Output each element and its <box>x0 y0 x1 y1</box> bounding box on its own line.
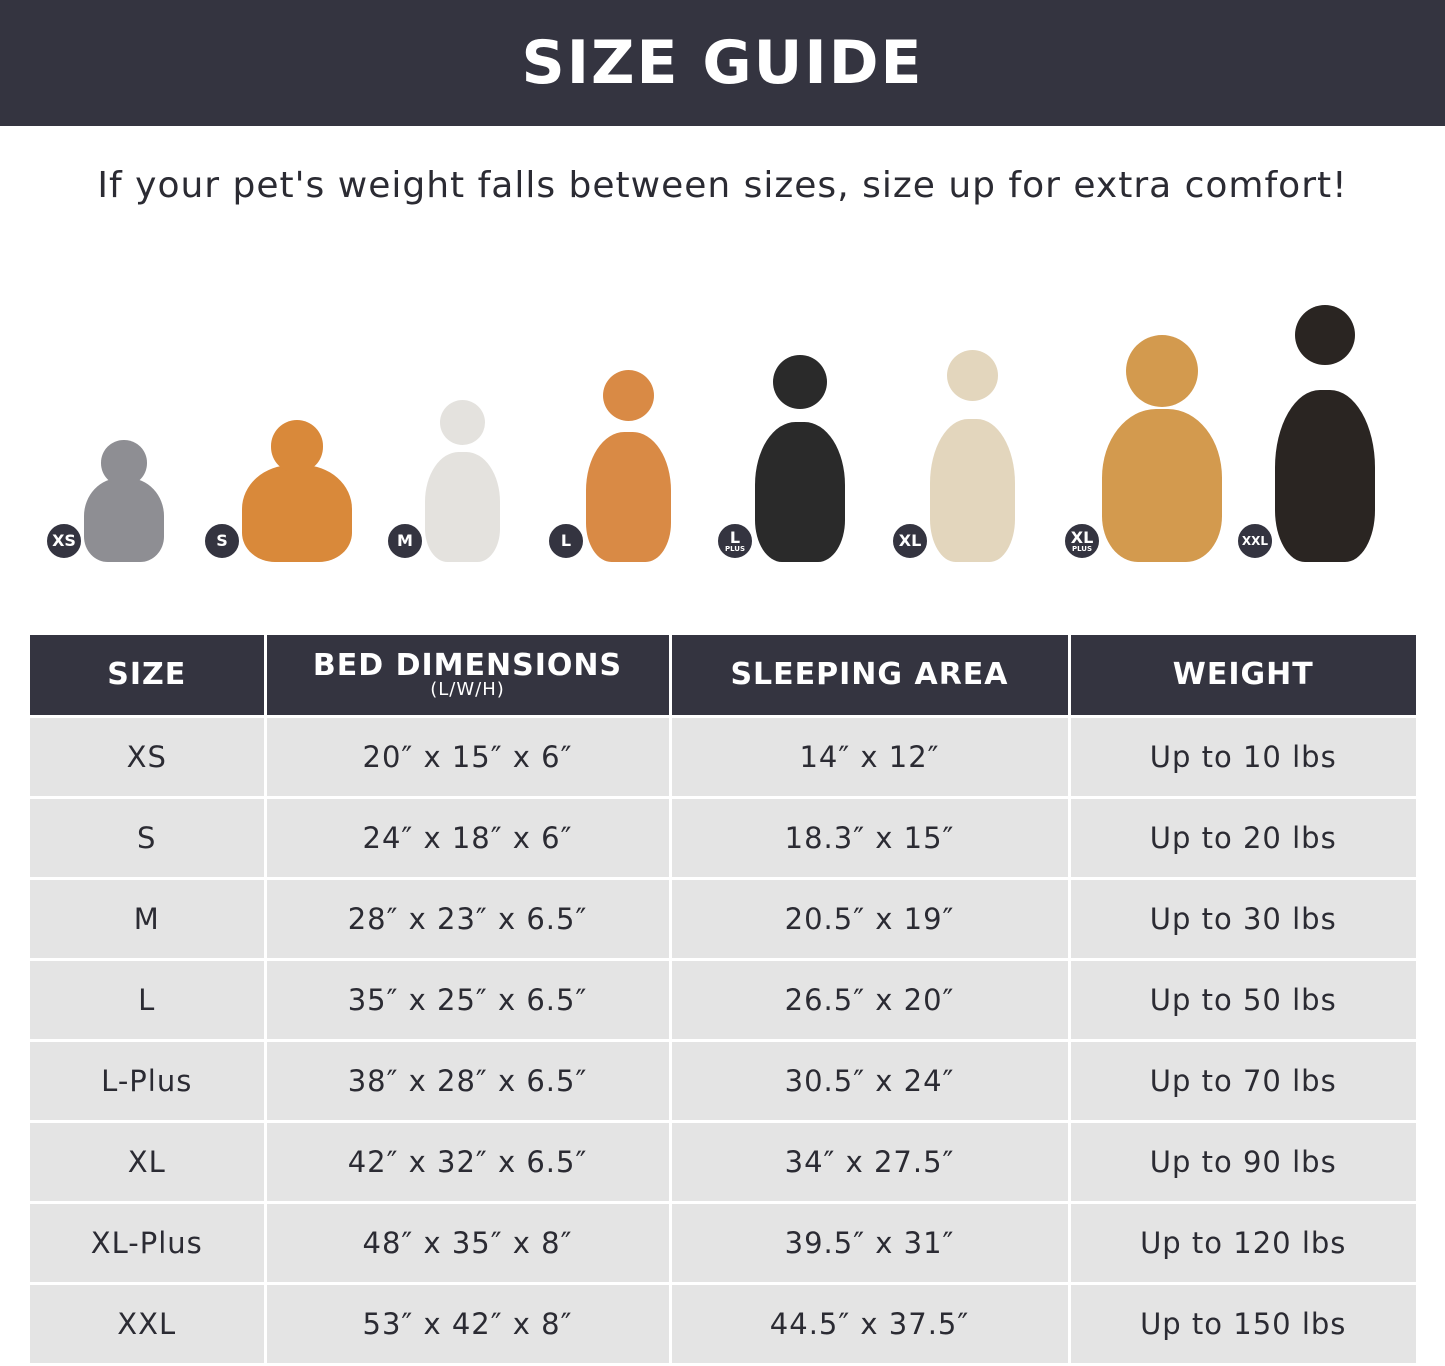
shiba-inu-image <box>586 432 671 562</box>
table-row: M 28″ x 23″ x 6.5″ 20.5″ x 19″ Up to 30 lbs <box>30 877 1416 961</box>
size-table: SIZE BED DIMENSIONS (L/W/H) SLEEPING AREA WE… <box>30 635 1416 1366</box>
pet-cat <box>84 440 164 570</box>
table-row: XS 20″ x 15″ x 6″ 14″ x 12″ Up to 10 lbs <box>30 715 1416 799</box>
shiba-inu-head <box>603 370 654 421</box>
cat-image <box>84 477 164 562</box>
badge-label: XS <box>52 531 76 550</box>
column-header: SIZE <box>30 635 267 718</box>
pomeranian-head <box>270 420 324 473</box>
french-bulldog-head <box>440 400 485 445</box>
badge-label: XXL <box>1241 534 1269 548</box>
size-badge-1: XS <box>45 522 83 560</box>
pet-border-collie <box>755 355 845 570</box>
badge-sublabel: PLUS <box>1071 544 1093 553</box>
table-cell: 35″ x 25″ x 6.5″ <box>263 958 672 1042</box>
table-cell: 39.5″ x 31″ <box>668 1201 1071 1285</box>
table-row: L 35″ x 25″ x 6.5″ 26.5″ x 20″ Up to 50 lbs <box>30 958 1416 1042</box>
pet-labrador <box>930 350 1015 570</box>
size-badge-2: S <box>203 522 241 560</box>
table-cell: Up to 50 lbs <box>1067 958 1416 1042</box>
table-row: XL-Plus 48″ x 35″ x 8″ 39.5″ x 31″ Up to 12… <box>30 1201 1416 1285</box>
table-cell: 28″ x 23″ x 6.5″ <box>263 877 672 961</box>
table-cell: 20″ x 15″ x 6″ <box>263 715 672 799</box>
table-cell: 26.5″ x 20″ <box>668 958 1071 1042</box>
table-row: S 24″ x 18″ x 6″ 18.3″ x 15″ Up to 20 lbs <box>30 796 1416 880</box>
column-header-label: SLEEPING AREA <box>730 657 1009 693</box>
column-header: SLEEPING AREA <box>668 635 1071 718</box>
table-cell: XS <box>30 715 267 799</box>
border-collie-head <box>773 355 827 409</box>
pet-pomeranian <box>242 420 352 570</box>
pet-golden-retriever <box>1102 335 1222 570</box>
table-cell: Up to 120 lbs <box>1067 1201 1416 1285</box>
size-badge-8: XXL <box>1236 522 1274 560</box>
doberman-head <box>1295 305 1355 365</box>
pet-shiba-inu <box>586 370 671 570</box>
border-collie-image <box>755 422 845 562</box>
table-cell: 44.5″ x 37.5″ <box>668 1282 1071 1366</box>
pet-lineup: XS S M L L PLUS XL XL PLUS XXL <box>0 290 1445 570</box>
title-bar: SIZE GUIDE <box>0 0 1445 126</box>
badge-label: S <box>216 531 228 550</box>
column-header-label: WEIGHT <box>1172 657 1314 693</box>
column-header-label: SIZE <box>107 657 187 693</box>
table-cell: XXL <box>30 1282 267 1366</box>
badge-label: M <box>397 531 413 550</box>
table-cell: Up to 90 lbs <box>1067 1120 1416 1204</box>
table-cell: 24″ x 18″ x 6″ <box>263 796 672 880</box>
labrador-image <box>930 419 1015 562</box>
column-header-sublabel: (L/W/H) <box>430 679 505 701</box>
size-badge-5: L PLUS <box>716 522 754 560</box>
table-cell: M <box>30 877 267 961</box>
badge-label: L <box>560 531 572 550</box>
doberman-image <box>1275 389 1375 562</box>
table-cell: 18.3″ x 15″ <box>668 796 1071 880</box>
table-cell: Up to 20 lbs <box>1067 796 1416 880</box>
table-cell: Up to 150 lbs <box>1067 1282 1416 1366</box>
table-cell: 20.5″ x 19″ <box>668 877 1071 961</box>
table-cell: 14″ x 12″ <box>668 715 1071 799</box>
table-cell: 53″ x 42″ x 8″ <box>263 1282 672 1366</box>
table-cell: S <box>30 796 267 880</box>
cat-head <box>101 440 147 486</box>
table-row: XL 42″ x 32″ x 6.5″ 34″ x 27.5″ Up to 90 lb… <box>30 1120 1416 1204</box>
table-cell: 38″ x 28″ x 6.5″ <box>263 1039 672 1123</box>
pet-doberman <box>1275 305 1375 570</box>
labrador-head <box>947 350 998 401</box>
column-header-label: BED DIMENSIONS <box>312 647 623 683</box>
page-title: SIZE GUIDE <box>521 28 924 98</box>
table-cell: Up to 10 lbs <box>1067 715 1416 799</box>
subtitle: If your pet's weight falls between sizes… <box>97 165 1348 206</box>
table-row: XXL 53″ x 42″ x 8″ 44.5″ x 37.5″ Up to 150 … <box>30 1282 1416 1366</box>
table-row: L-Plus 38″ x 28″ x 6.5″ 30.5″ x 24″ Up to 7… <box>30 1039 1416 1123</box>
size-badge-3: M <box>386 522 424 560</box>
table-cell: XL-Plus <box>30 1201 267 1285</box>
badge-label: XL <box>1070 527 1094 547</box>
size-badge-4: L <box>547 522 585 560</box>
table-cell: Up to 70 lbs <box>1067 1039 1416 1123</box>
badge-label: L <box>729 527 741 547</box>
size-badge-6: XL <box>891 522 929 560</box>
table-cell: Up to 30 lbs <box>1067 877 1416 961</box>
table-cell: 48″ x 35″ x 8″ <box>263 1201 672 1285</box>
french-bulldog-image <box>425 451 500 562</box>
table-cell: 30.5″ x 24″ <box>668 1039 1071 1123</box>
badge-sublabel: PLUS <box>724 544 746 553</box>
size-badge-7: XL PLUS <box>1063 522 1101 560</box>
pomeranian-image <box>242 464 352 562</box>
badge-label: XL <box>898 531 922 550</box>
table-cell: 34″ x 27.5″ <box>668 1120 1071 1204</box>
column-header: WEIGHT <box>1067 635 1416 718</box>
table-cell: L-Plus <box>30 1039 267 1123</box>
table-cell: L <box>30 958 267 1042</box>
pet-french-bulldog <box>425 400 500 570</box>
table-cell: 42″ x 32″ x 6.5″ <box>263 1120 672 1204</box>
column-header: BED DIMENSIONS (L/W/H) <box>263 635 672 718</box>
golden-retriever-head <box>1126 335 1198 407</box>
table-cell: XL <box>30 1120 267 1204</box>
golden-retriever-image <box>1102 409 1222 562</box>
